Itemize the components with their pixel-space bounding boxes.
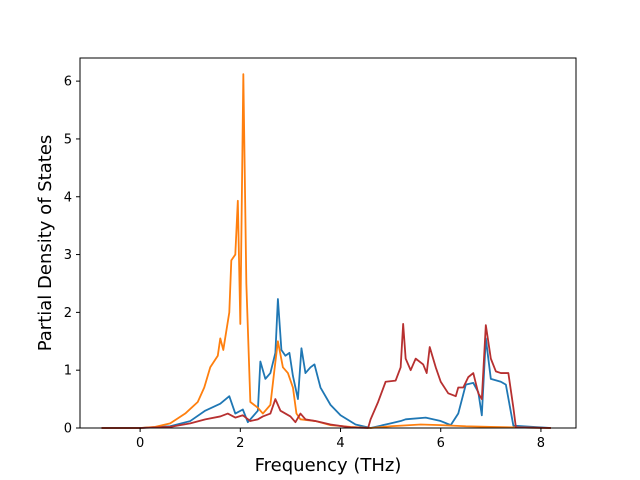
y-tick-label: 1 — [64, 364, 72, 379]
x-tick-label: 2 — [236, 436, 244, 451]
x-axis-ticks: 0 2 4 6 8 — [136, 428, 545, 451]
x-tick-label: 4 — [336, 436, 344, 451]
series-line-1 — [101, 298, 552, 429]
y-axis-title: Partial Density of States — [35, 135, 56, 352]
plot-frame — [79, 57, 577, 429]
x-tick-label: 6 — [437, 436, 445, 451]
y-tick-label: 3 — [64, 248, 72, 263]
x-tick-label: 0 — [136, 436, 144, 451]
x-axis-title: Frequency (THz) — [255, 455, 402, 476]
y-tick-label: 5 — [64, 132, 72, 147]
y-axis-ticks: 0 1 2 3 4 5 6 — [64, 75, 80, 437]
y-tick-label: 0 — [64, 422, 72, 437]
series-line-2 — [101, 73, 551, 429]
x-tick-label: 8 — [537, 436, 545, 451]
series-line-3 — [101, 323, 551, 429]
y-tick-label: 4 — [64, 190, 72, 205]
y-tick-label: 6 — [64, 75, 72, 90]
y-tick-label: 2 — [64, 306, 72, 321]
series-layer — [101, 73, 552, 429]
